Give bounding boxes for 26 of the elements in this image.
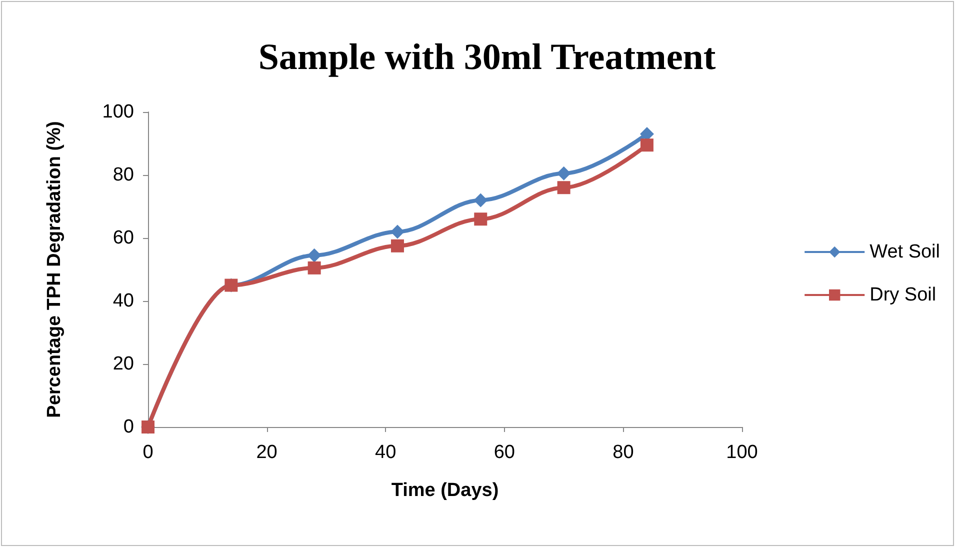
legend-label: Dry Soil — [870, 284, 936, 306]
point — [390, 239, 404, 252]
y-axis-title: Percentage TPH Degradation (%) — [44, 121, 65, 418]
chart-title: Sample with 30ml Treatment — [258, 37, 716, 78]
x-tick-label: 20 — [256, 442, 278, 463]
x-tick-label: 40 — [375, 442, 396, 463]
point — [556, 166, 571, 180]
x-axis-title: Time (Days) — [391, 480, 499, 501]
y-tick-label: 0 — [123, 416, 134, 438]
x-tick-label: 80 — [612, 442, 634, 463]
y-tick-label: 100 — [102, 102, 134, 122]
y-tick-label: 20 — [112, 354, 134, 374]
point — [474, 212, 488, 226]
point — [640, 138, 654, 152]
y-tick-label: 80 — [112, 164, 134, 186]
point — [474, 193, 488, 208]
y-tick-label: 60 — [112, 228, 134, 248]
point — [307, 248, 322, 262]
legend-label: Wet Soil — [870, 242, 940, 262]
point — [390, 224, 404, 239]
x-tick-label: 0 — [142, 442, 154, 463]
y-tick-label: 40 — [112, 290, 134, 312]
x-tick-label: 100 — [726, 442, 758, 463]
x-tick-label: 60 — [494, 442, 515, 463]
point — [557, 181, 570, 194]
point — [308, 261, 321, 274]
